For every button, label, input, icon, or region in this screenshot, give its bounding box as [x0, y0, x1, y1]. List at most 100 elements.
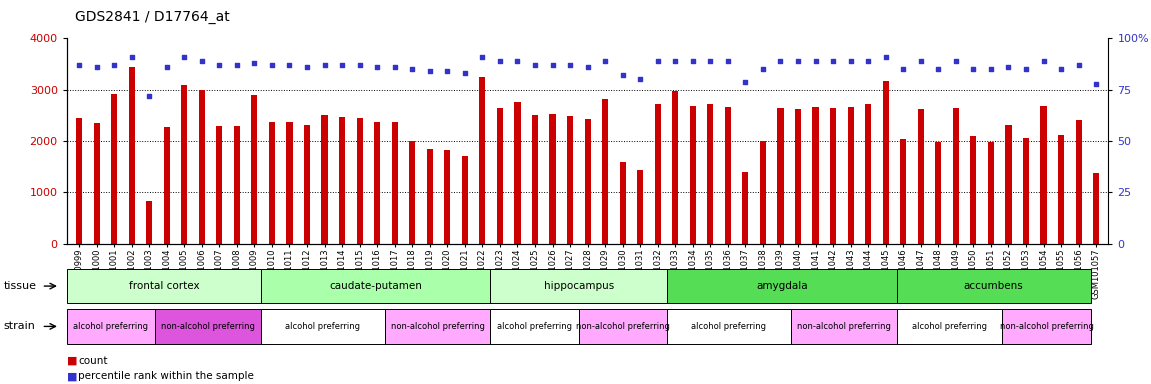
Point — [490, 58, 509, 64]
Text: frontal cortex: frontal cortex — [129, 281, 199, 291]
Text: ■: ■ — [67, 371, 77, 381]
Bar — [514, 102, 520, 244]
Bar — [216, 126, 222, 244]
Bar — [427, 149, 433, 244]
Bar — [689, 106, 696, 244]
Bar — [409, 141, 416, 244]
Point — [526, 62, 544, 68]
Point — [105, 62, 123, 68]
Point — [982, 66, 1000, 72]
Text: alcohol preferring: alcohol preferring — [74, 322, 148, 331]
Bar — [988, 142, 994, 244]
Text: count: count — [78, 356, 108, 366]
Point — [245, 60, 264, 66]
Text: percentile rank within the sample: percentile rank within the sample — [78, 371, 254, 381]
Point — [737, 78, 755, 84]
Text: non-alcohol preferring: non-alcohol preferring — [576, 322, 670, 331]
Point — [543, 62, 562, 68]
Point — [192, 58, 211, 64]
Bar — [251, 95, 258, 244]
Point — [701, 58, 719, 64]
Bar — [672, 91, 678, 244]
Point — [262, 62, 281, 68]
Bar — [866, 104, 871, 244]
Point — [473, 54, 491, 60]
Bar — [199, 90, 205, 244]
Text: caudate-putamen: caudate-putamen — [329, 281, 422, 291]
Point — [386, 64, 404, 70]
Point — [333, 62, 351, 68]
Bar — [585, 119, 590, 244]
Point — [403, 66, 421, 72]
Bar — [93, 123, 100, 244]
Bar — [532, 116, 538, 244]
Point — [596, 58, 615, 64]
Point — [999, 64, 1017, 70]
Point — [456, 70, 474, 76]
Point — [175, 54, 193, 60]
Text: accumbens: accumbens — [963, 281, 1023, 291]
Text: amygdala: amygdala — [756, 281, 808, 291]
Point — [807, 58, 825, 64]
Text: alcohol preferring: alcohol preferring — [912, 322, 988, 331]
Bar — [146, 201, 152, 244]
Point — [912, 58, 930, 64]
Bar — [638, 170, 643, 244]
Point — [70, 62, 89, 68]
Point — [648, 58, 666, 64]
Point — [894, 66, 913, 72]
Point — [420, 68, 439, 74]
Bar — [1041, 106, 1046, 244]
Text: alcohol preferring: alcohol preferring — [285, 322, 360, 331]
Point — [578, 64, 596, 70]
Text: non-alcohol preferring: non-alcohol preferring — [390, 322, 485, 331]
Point — [929, 66, 947, 72]
Bar — [462, 156, 468, 244]
Text: alcohol preferring: alcohol preferring — [497, 322, 572, 331]
Bar — [883, 81, 889, 244]
Bar — [742, 172, 748, 244]
Bar — [110, 94, 117, 244]
Bar — [655, 104, 661, 244]
Point — [684, 58, 702, 64]
Text: alcohol preferring: alcohol preferring — [692, 322, 767, 331]
Point — [859, 58, 877, 64]
Text: hippocampus: hippocampus — [543, 281, 613, 291]
Bar — [321, 115, 328, 244]
Point — [87, 64, 106, 70]
Bar — [497, 108, 503, 244]
Point — [613, 72, 632, 78]
Bar — [936, 142, 942, 244]
Bar — [1023, 137, 1029, 244]
Bar — [76, 118, 82, 244]
Bar — [602, 99, 608, 244]
Point — [824, 58, 843, 64]
Bar — [847, 107, 854, 244]
Bar — [129, 67, 135, 244]
Bar — [1093, 173, 1099, 244]
Bar — [181, 84, 188, 244]
Bar — [567, 116, 573, 244]
Point — [1035, 58, 1053, 64]
Point — [965, 66, 983, 72]
Text: ■: ■ — [67, 356, 77, 366]
Bar — [1075, 119, 1082, 244]
Bar — [304, 125, 310, 244]
Point — [228, 62, 246, 68]
Text: strain: strain — [3, 321, 36, 331]
Bar — [725, 107, 731, 244]
Bar — [479, 77, 486, 244]
Point — [439, 68, 457, 74]
Bar — [830, 108, 836, 244]
Point — [771, 58, 790, 64]
Bar — [1058, 136, 1065, 244]
Text: tissue: tissue — [3, 281, 37, 291]
Bar — [340, 117, 345, 244]
Bar — [163, 127, 170, 244]
Point — [841, 58, 860, 64]
Point — [1069, 62, 1088, 68]
Point — [754, 66, 772, 72]
Bar — [269, 122, 275, 244]
Bar — [777, 108, 784, 244]
Point — [368, 64, 387, 70]
